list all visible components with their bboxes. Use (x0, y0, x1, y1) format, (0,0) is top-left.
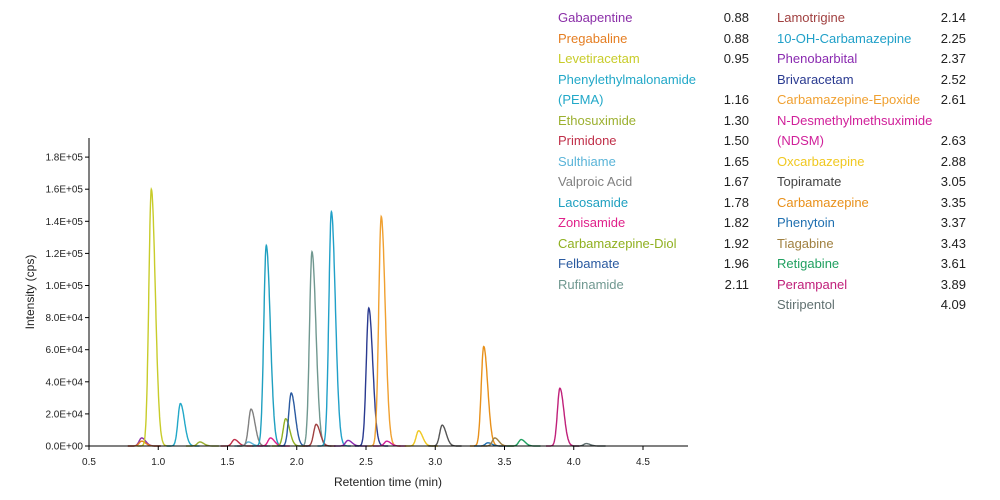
legend-retention-time: 1.16 (723, 92, 749, 107)
legend-label: Brivaracetam (777, 71, 854, 87)
peak-oxcarbazepine (404, 430, 438, 447)
peak-tiagabine (481, 437, 515, 447)
legend-label: Primidone (558, 133, 617, 148)
peak-levetiracetam (137, 187, 171, 447)
legend-label: Rufinamide (558, 276, 624, 292)
legend-retention-time: 2.25 (940, 30, 966, 46)
x-tick-label: 3.0 (428, 457, 442, 468)
legend-label: (NDSM) (777, 133, 824, 148)
x-tick-label: 2.0 (290, 457, 304, 468)
peak-brivaracetam (354, 306, 389, 447)
legend-retention-time: 2.52 (940, 71, 966, 87)
y-tick-label: 1.6E+05 (45, 185, 83, 196)
y-tick-label: 1.0E+05 (45, 281, 83, 292)
legend-retention-time: 1.65 (723, 153, 749, 169)
y-tick-label: 4.0E+04 (45, 377, 83, 388)
peak-retigabine (507, 438, 541, 447)
peak-lamotrigine (302, 423, 336, 447)
x-tick-label: 4.0 (567, 457, 581, 468)
legend-retention-time: 1.96 (723, 256, 749, 271)
legend-retention-time: 3.05 (940, 174, 966, 189)
legend-label: Sulthiame (558, 153, 616, 169)
x-tick-label: 3.5 (498, 457, 512, 468)
y-tick-label: 1.2E+05 (45, 249, 83, 260)
legend-label: Valproic Acid (558, 174, 633, 189)
legend-retention-time: 2.14 (940, 10, 966, 25)
legend-label: (PEMA) (558, 92, 604, 107)
legend-retention-time: 1.78 (723, 194, 749, 210)
legend-retention-time: 1.50 (723, 133, 749, 148)
legend-label: Phenylethylmalonamide (558, 71, 697, 87)
legend-label: Retigabine (777, 256, 840, 271)
legend-label: Pregabaline (558, 30, 628, 46)
legend-retention-time: 0.95 (723, 51, 749, 66)
x-tick-label: 1.5 (221, 457, 235, 468)
peak-phenylethylmalonamide-pema- (166, 402, 200, 447)
y-tick-label: 2.0E+04 (45, 409, 83, 420)
legend-label: Levetiracetam (558, 51, 640, 66)
y-tick-label: 1.4E+05 (45, 217, 83, 228)
legend-label: Lamotrigine (777, 10, 845, 25)
y-tick-label: 1.8E+05 (45, 153, 83, 164)
legend-label: Lacosamide (558, 194, 629, 210)
legend-retention-time: 3.35 (940, 194, 966, 210)
peak-topiramate (428, 424, 462, 447)
peak-carbamazepine-epoxide (367, 214, 401, 447)
legend-retention-time: 1.67 (723, 174, 749, 189)
x-tick-label: 4.5 (636, 457, 650, 468)
legend-retention-time: 1.92 (723, 235, 749, 251)
legend-retention-time: 3.61 (940, 256, 966, 271)
legend-label: Topiramate (777, 174, 842, 189)
legend-retention-time: 3.37 (940, 215, 966, 230)
legend-label: 10-OH-Carbamazepine (777, 30, 912, 46)
legend-retention-time: 2.37 (940, 51, 966, 66)
legend-label: Phenytoin (777, 215, 835, 230)
x-tick-label: 2.5 (359, 457, 373, 468)
x-tick-label: 1.0 (151, 457, 165, 468)
x-axis-label: Retention time (min) (334, 475, 442, 489)
peak-traces (127, 187, 606, 447)
legend-label: Tiagabine (777, 235, 834, 251)
y-ticks: 0.0E+00 2.0E+04 4.0E+04 6.0E+04 8.0E+04 1.0E+… (45, 153, 89, 453)
legend-label: Carbamazepine-Epoxide (777, 92, 921, 107)
legend-retention-time: 2.11 (724, 276, 749, 292)
y-tick-label: 8.0E+04 (45, 313, 83, 324)
legend-retention-time: 1.82 (723, 215, 749, 230)
legend-retention-time: 3.43 (940, 235, 966, 251)
y-tick-label: 0.0E+00 (45, 442, 83, 453)
peak-valproic-acid (237, 408, 271, 447)
peak-n-desmethylmethsuximide-ndsm- (372, 440, 407, 447)
legend-retention-time: 0.88 (723, 10, 749, 25)
legend-retention-time: 3.89 (940, 276, 966, 292)
legend-retention-time: 2.61 (940, 92, 966, 107)
y-axis-label: Intensity (cps) (23, 255, 37, 330)
legend-retention-time: 2.63 (940, 133, 966, 148)
legend-label: Felbamate (558, 256, 620, 271)
x-ticks: 0.5 1.0 1.5 2.0 2.5 3.0 3.5 4.0 4.5 (82, 446, 650, 468)
peak-primidone (220, 438, 254, 447)
legend-retention-time: 1.30 (723, 112, 749, 128)
legend-label: N-Desmethylmethsuximide (777, 112, 933, 128)
legend-retention-time: 4.09 (940, 297, 966, 312)
peak-lacosamide (252, 243, 286, 447)
legend-label: Carbamazepine-Diol (558, 235, 677, 251)
legend-label: Gabapentine (558, 10, 633, 25)
peak-perampanel (546, 387, 580, 447)
legend-label: Phenobarbital (777, 51, 858, 66)
peak-10-oh-carbamazepine (317, 209, 351, 447)
x-tick-label: 0.5 (82, 457, 96, 468)
legend-label: Carbamazepine (777, 194, 869, 210)
legend-label: Perampanel (777, 276, 848, 292)
legend-retention-time: 2.88 (940, 153, 966, 169)
peak-carbamazepine (469, 345, 504, 447)
y-tick-label: 6.0E+04 (45, 345, 83, 356)
legend-label: Oxcarbazepine (777, 153, 865, 169)
legend-label: Ethosuximide (558, 112, 637, 128)
legend-retention-time: 0.88 (723, 30, 749, 46)
legend-label: Zonisamide (558, 215, 626, 230)
legend-label: Stiripentol (777, 297, 835, 312)
